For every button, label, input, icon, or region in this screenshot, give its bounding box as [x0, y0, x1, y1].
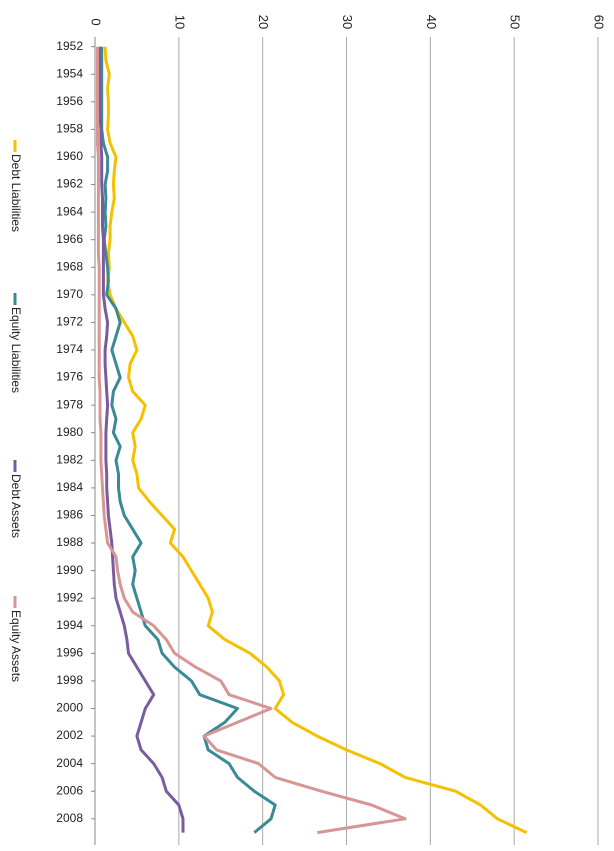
- value-tick-label: 60: [592, 15, 607, 29]
- year-tick-label: 1992: [56, 590, 83, 604]
- year-tick-label: 1956: [56, 94, 83, 108]
- year-tick-label: 1980: [56, 425, 83, 439]
- year-tick-label: 2006: [56, 783, 83, 797]
- year-tick-label: 1968: [56, 259, 83, 273]
- legend-item: Equity Assets: [9, 596, 23, 682]
- year-tick-label: 1964: [56, 204, 83, 218]
- year-tick-label: 1986: [56, 508, 83, 522]
- year-tick-label: 1994: [56, 618, 83, 632]
- year-tick-label: 2002: [56, 728, 83, 742]
- legend-label: Equity Assets: [9, 610, 23, 682]
- series-line: [96, 46, 407, 835]
- series-line: [103, 46, 528, 834]
- value-tick-label: 50: [508, 15, 523, 29]
- year-tick-label: 1958: [56, 122, 83, 136]
- year-tick-label: 1954: [56, 66, 83, 80]
- series-line: [97, 46, 185, 833]
- year-tick-label: 1966: [56, 232, 83, 246]
- year-tick-label: 1952: [56, 39, 83, 53]
- legend-item: Debt Liabilities: [9, 140, 23, 232]
- year-tick-label: 1988: [56, 535, 83, 549]
- year-tick-label: 2000: [56, 701, 83, 715]
- year-tick-label: 1998: [56, 673, 83, 687]
- year-tick-label: 1970: [56, 287, 83, 301]
- year-tick-label: 2004: [56, 756, 83, 770]
- year-tick-label: 1978: [56, 397, 83, 411]
- legend-item: Debt Assets: [9, 460, 23, 538]
- year-tick-label: 1972: [56, 315, 83, 329]
- series-line: [100, 46, 277, 834]
- legend-label: Equity Liabilities: [9, 307, 23, 393]
- year-tick-label: 1974: [56, 342, 83, 356]
- value-tick-label: 10: [172, 15, 187, 29]
- year-tick-label: 1962: [56, 177, 83, 191]
- value-tick-label: 0: [89, 18, 104, 25]
- year-tick-label: 1976: [56, 370, 83, 384]
- year-tick-label: 1990: [56, 563, 83, 577]
- legend-item: Equity Liabilities: [9, 293, 23, 393]
- year-tick-label: 1996: [56, 646, 83, 660]
- legend-label: Debt Liabilities: [9, 154, 23, 232]
- value-tick-label: 30: [340, 15, 355, 29]
- value-tick-label: 40: [424, 15, 439, 29]
- year-tick-label: 1982: [56, 452, 83, 466]
- year-tick-label: 1984: [56, 480, 83, 494]
- value-tick-label: 20: [256, 15, 271, 29]
- year-tick-label: 2008: [56, 811, 83, 825]
- legend-label: Debt Assets: [9, 474, 23, 538]
- year-tick-label: 1960: [56, 149, 83, 163]
